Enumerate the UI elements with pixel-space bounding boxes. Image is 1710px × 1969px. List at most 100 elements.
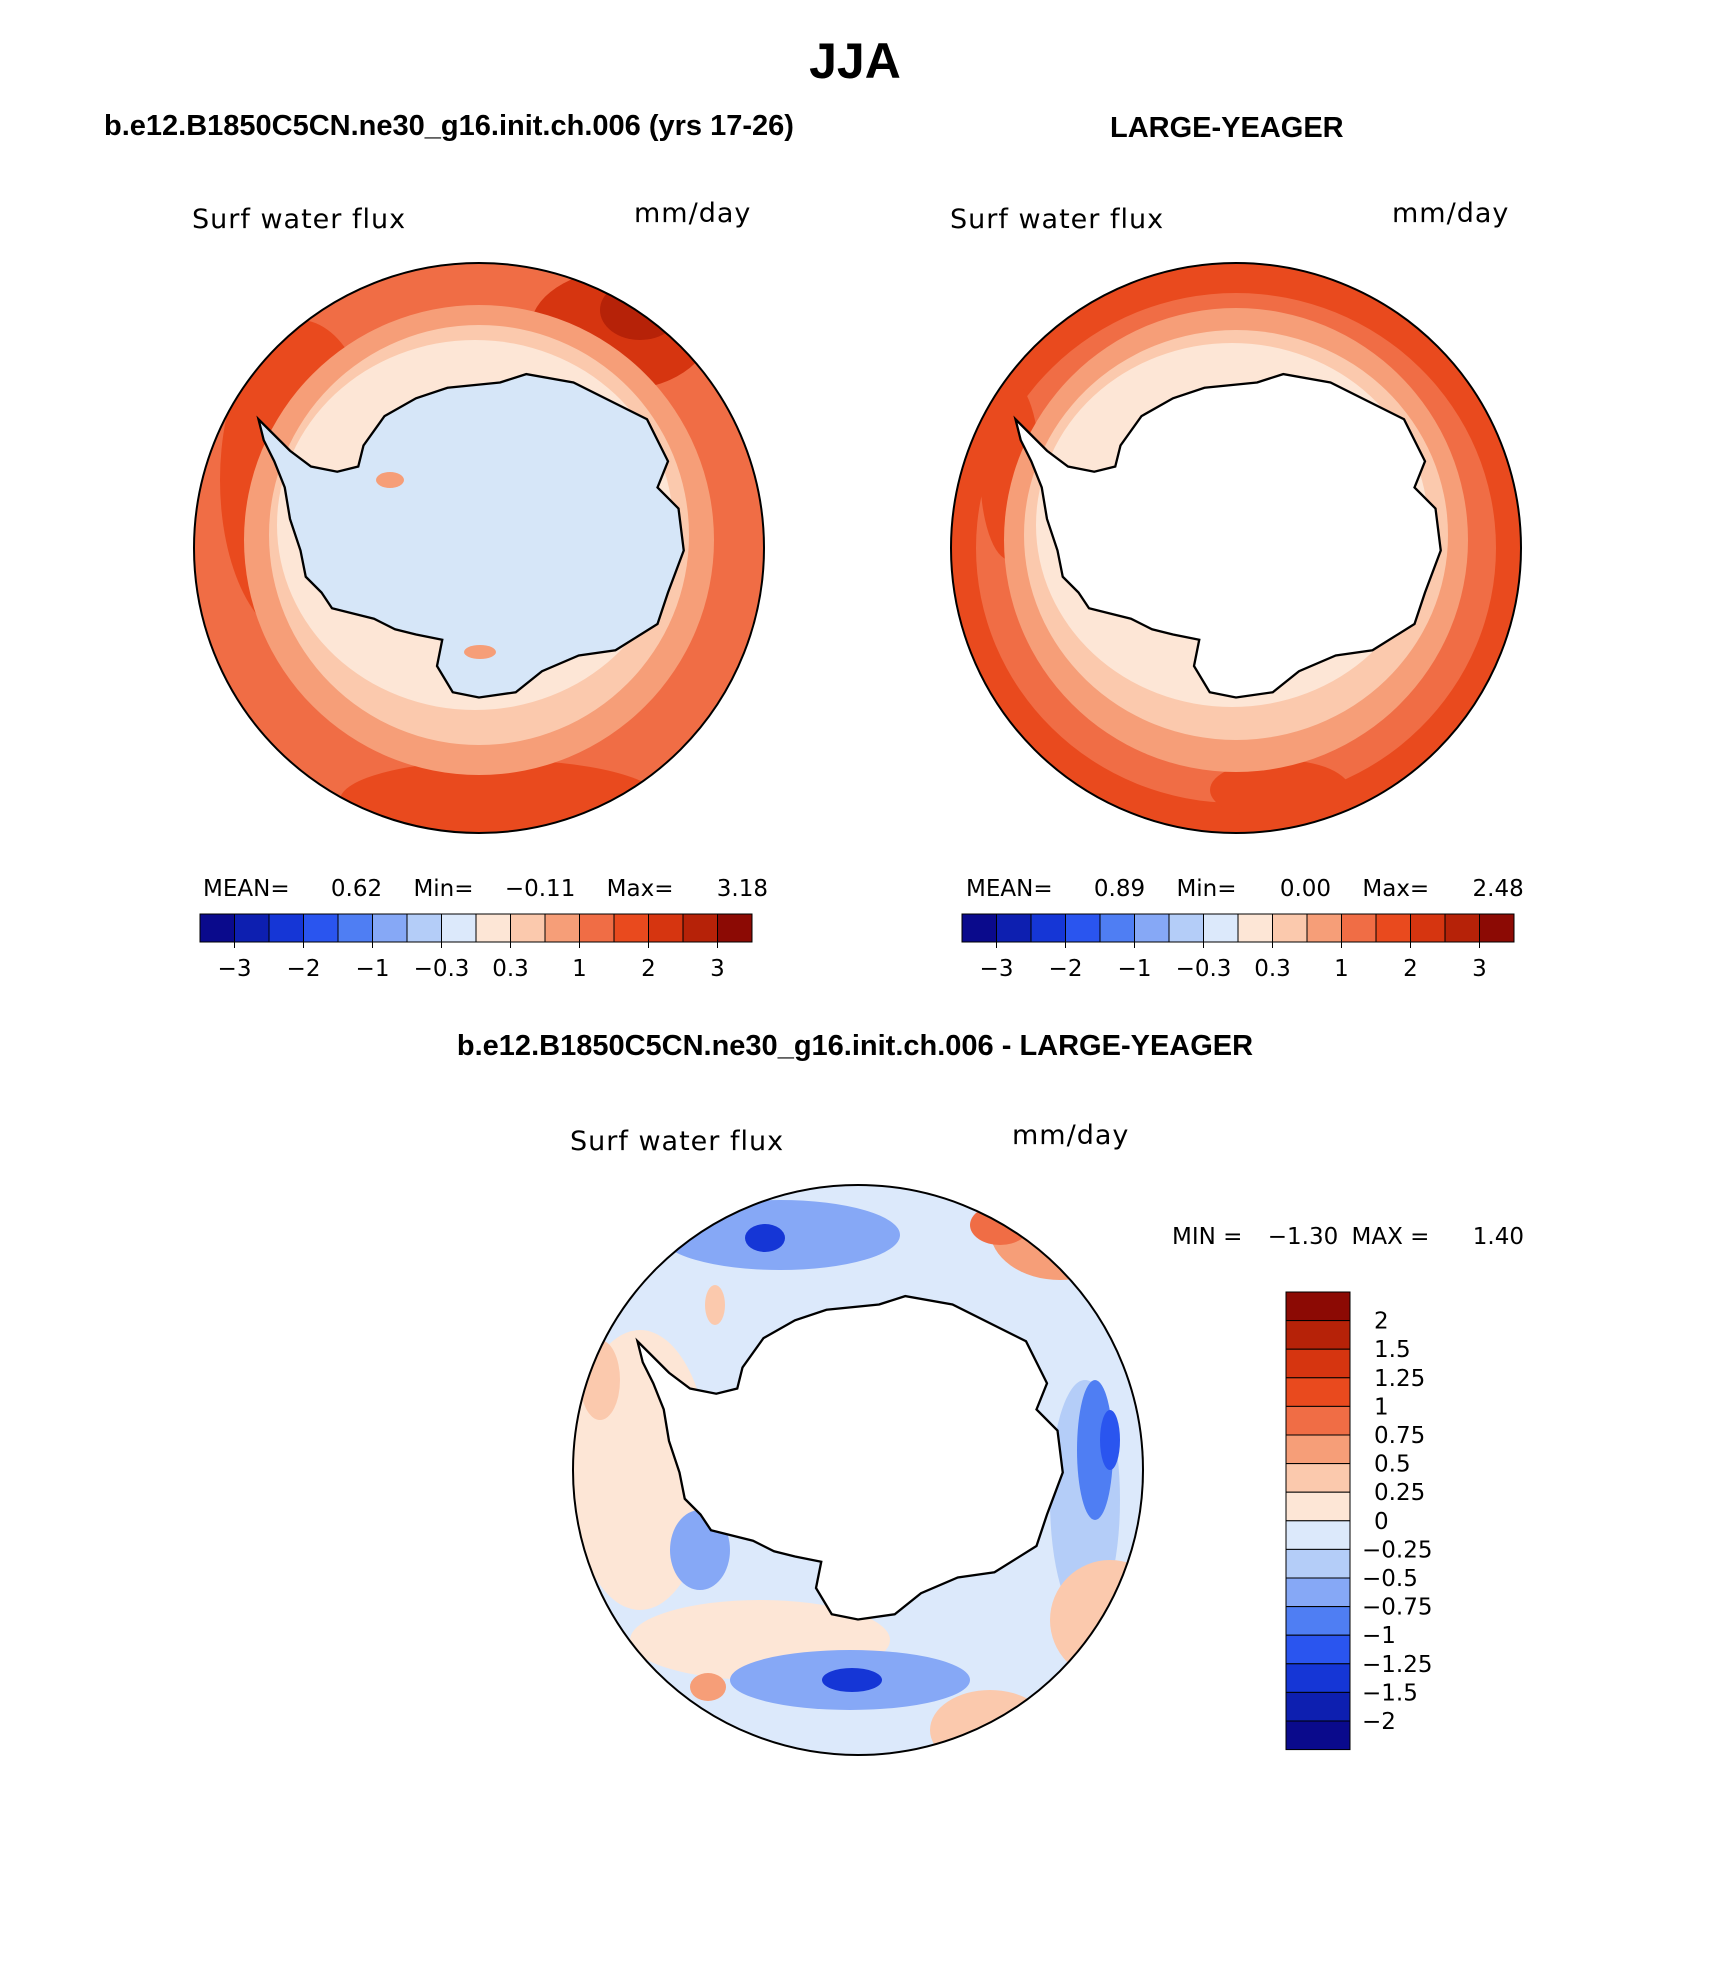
left-variable-label: Surf water flux — [192, 204, 407, 235]
colorbar-box — [199, 913, 235, 943]
colorbar-box — [441, 913, 477, 943]
diff-variable-label: Surf water flux — [570, 1126, 785, 1157]
colorbar-box — [1285, 1548, 1351, 1579]
colorbar-tick-label: 0 — [1374, 1509, 1389, 1535]
colorbar-box — [1168, 913, 1204, 943]
colorbar-box — [1285, 1577, 1351, 1608]
right-stats: MEAN= 0.89 Min= 0.00 Max= 2.48 — [966, 876, 1524, 902]
colorbar-box — [1065, 913, 1101, 943]
colorbar-tick-label: −1 — [356, 956, 390, 982]
colorbar-tick-label: −0.5 — [1362, 1566, 1418, 1592]
colorbar-tick-label: 3 — [710, 956, 725, 982]
colorbar-box — [1285, 1520, 1351, 1550]
colorbar-box — [1285, 1491, 1351, 1522]
colorbar-tick-label: 1.25 — [1374, 1366, 1425, 1392]
colorbar-tick-label: 2 — [641, 956, 656, 982]
colorbar-box — [510, 913, 546, 943]
right-colorbar: −3 −2 −1 −0.3 0.3 1 2 3 — [961, 913, 1515, 982]
colorbar-box — [1099, 913, 1135, 943]
right-min-value: 0.00 — [1279, 876, 1332, 902]
colorbar-tick-label: −0.25 — [1362, 1537, 1432, 1563]
colorbar-tick-label: 0.5 — [1374, 1452, 1411, 1478]
colorbar-box — [1285, 1405, 1351, 1436]
colorbar-tick-label: −1 — [1118, 956, 1152, 982]
colorbar-box — [475, 913, 511, 943]
colorbar-tick-label: −0.3 — [1176, 956, 1232, 982]
colorbar-box — [1285, 1691, 1351, 1722]
left-min-label: Min= — [413, 876, 474, 902]
colorbar-tick-label: −0.3 — [414, 956, 470, 982]
colorbar-box — [996, 913, 1032, 943]
colorbar-tick-label: −1.5 — [1362, 1680, 1418, 1706]
colorbar-tick-label: 2 — [1374, 1309, 1389, 1335]
right-mean-label: MEAN= — [966, 876, 1053, 902]
left-mean-value: 0.62 — [330, 876, 383, 902]
colorbar-box — [1285, 1348, 1351, 1379]
colorbar-box — [1410, 913, 1446, 943]
colorbar-box — [682, 913, 718, 943]
colorbar-box — [1285, 1634, 1351, 1665]
colorbar-tick-label: 1 — [1374, 1394, 1389, 1420]
colorbar-tick-label: −2 — [1362, 1709, 1396, 1735]
colorbar-tick-label: 0.25 — [1374, 1480, 1425, 1506]
colorbar-tick-label: −3 — [218, 956, 252, 982]
colorbar-box — [1285, 1663, 1351, 1693]
colorbar-box — [961, 913, 997, 943]
colorbar-box — [372, 913, 408, 943]
colorbar-box — [1030, 913, 1066, 943]
diff-max-value: 1.40 — [1472, 1224, 1524, 1250]
colorbar-box — [613, 913, 649, 943]
right-min-label: Min= — [1176, 876, 1237, 902]
colorbar-tick-label: −1.25 — [1362, 1652, 1432, 1678]
colorbar-box — [648, 913, 684, 943]
colorbar-box — [1237, 913, 1273, 943]
right-max-label: Max= — [1362, 876, 1430, 902]
colorbar-tick-label: 0.3 — [492, 956, 529, 982]
diff-panel-title: b.e12.B1850C5CN.ne30_g16.init.ch.006 - L… — [456, 1030, 1254, 1062]
left-panel-title: b.e12.B1850C5CN.ne30_g16.init.ch.006 (yr… — [104, 110, 794, 142]
colorbar-box — [579, 913, 615, 943]
colorbar-tick-label: 0.3 — [1254, 956, 1291, 982]
right-variable-label: Surf water flux — [950, 204, 1165, 235]
colorbar-box — [1285, 1377, 1351, 1407]
left-stats: MEAN= 0.62 Min= −0.11 Max= 3.18 — [203, 876, 768, 902]
left-mean-label: MEAN= — [203, 876, 290, 902]
colorbar-box — [337, 913, 373, 943]
diff-stats: MIN = −1.30 MAX = 1.40 — [1172, 1224, 1524, 1250]
colorbar-box — [268, 913, 304, 943]
colorbar-box — [1375, 913, 1411, 943]
colorbar-tick-label: −0.75 — [1362, 1595, 1432, 1621]
colorbar-box — [1272, 913, 1308, 943]
colorbar-box — [1134, 913, 1170, 943]
colorbar-box — [1285, 1720, 1351, 1751]
colorbar-tick-label: −3 — [980, 956, 1014, 982]
colorbar-box — [234, 913, 270, 943]
colorbar-tick-label: 3 — [1472, 956, 1487, 982]
right-max-value: 2.48 — [1472, 876, 1524, 902]
colorbar-box — [1341, 913, 1377, 943]
colorbar-tick-label: 1 — [572, 956, 587, 982]
colorbar-box — [1444, 913, 1480, 943]
colorbar-box — [1285, 1320, 1351, 1350]
diff-units-label: mm/day — [1012, 1120, 1130, 1151]
figure-title: JJA — [809, 33, 901, 89]
colorbar-tick-label: 1.5 — [1374, 1337, 1411, 1363]
diff-min-label: MIN = — [1172, 1224, 1243, 1250]
colorbar-box — [1285, 1291, 1351, 1322]
left-max-value: 3.18 — [716, 876, 768, 902]
colorbar-box — [1285, 1463, 1351, 1493]
colorbar-box — [717, 913, 753, 943]
colorbar-tick-label: −2 — [1049, 956, 1083, 982]
colorbar-tick-label: 0.75 — [1374, 1423, 1425, 1449]
diff-min-value: −1.30 — [1267, 1224, 1339, 1250]
colorbar-box — [1285, 1606, 1351, 1636]
colorbar-box — [544, 913, 580, 943]
left-max-label: Max= — [606, 876, 674, 902]
colorbar-box — [1285, 1434, 1351, 1465]
right-units-label: mm/day — [1392, 198, 1510, 229]
colorbar-box — [303, 913, 339, 943]
left-units-label: mm/day — [634, 198, 752, 229]
colorbar-box — [1306, 913, 1342, 943]
colorbar-box — [1479, 913, 1515, 943]
